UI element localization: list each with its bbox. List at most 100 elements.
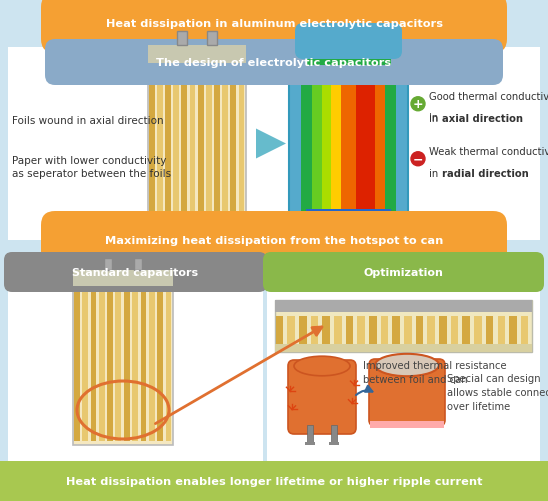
Bar (509, 316, 517, 348)
Bar (370, 421, 444, 428)
Bar (165, 275, 172, 441)
Bar (73, 271, 173, 445)
Bar (427, 316, 435, 348)
Bar (173, 50, 179, 221)
Bar (99, 275, 105, 441)
Bar (8, 48, 540, 240)
FancyBboxPatch shape (295, 24, 402, 60)
Bar (148, 46, 246, 225)
Bar (306, 44, 391, 66)
Text: in: in (429, 168, 441, 178)
Text: −: − (413, 153, 423, 166)
Bar (322, 316, 330, 348)
Text: Weak thermal conductivity: Weak thermal conductivity (429, 146, 548, 156)
Bar (381, 316, 389, 348)
Bar (74, 275, 79, 441)
Bar (0, 461, 548, 501)
Bar (275, 301, 532, 313)
Circle shape (411, 98, 425, 112)
Bar (148, 46, 246, 64)
Text: Standard capacitors: Standard capacitors (72, 268, 198, 278)
Bar (392, 316, 400, 348)
Bar (90, 275, 96, 441)
Bar (329, 442, 339, 445)
Text: Special can design
allows stable connection
over lifetime: Special can design allows stable connect… (447, 374, 548, 412)
Bar (134, 259, 142, 271)
Bar (73, 271, 173, 287)
Text: Foils wound in axial direction: Foils wound in axial direction (12, 116, 164, 126)
Ellipse shape (294, 357, 350, 376)
Text: Heat dissipation enables longer lifetime or higher ripple current: Heat dissipation enables longer lifetime… (66, 476, 482, 486)
Circle shape (411, 152, 425, 166)
Bar (178, 32, 187, 46)
Bar (165, 50, 171, 221)
Text: Good thermal conductivity: Good thermal conductivity (429, 92, 548, 102)
Text: Heat dissipation in aluminum electrolytic capacitors: Heat dissipation in aluminum electrolyti… (106, 19, 442, 29)
Text: The design of electrolytic capacitors: The design of electrolytic capacitors (156, 58, 392, 68)
Bar (305, 442, 315, 445)
Bar (498, 316, 505, 348)
Bar (416, 316, 424, 348)
FancyBboxPatch shape (289, 26, 408, 244)
Bar (107, 275, 113, 441)
Bar (132, 275, 138, 441)
Bar (222, 50, 228, 221)
Text: Maximizing heat dissipation from the hotspot to can: Maximizing heat dissipation from the hot… (105, 235, 443, 245)
Bar (190, 50, 196, 221)
Bar (312, 53, 322, 212)
Bar (214, 50, 220, 221)
Bar (463, 316, 470, 348)
Polygon shape (256, 129, 286, 159)
FancyBboxPatch shape (4, 253, 267, 293)
FancyBboxPatch shape (41, 0, 507, 54)
Ellipse shape (375, 354, 439, 376)
Bar (207, 32, 216, 46)
Bar (299, 316, 306, 348)
Text: in: in (429, 102, 441, 123)
FancyBboxPatch shape (263, 253, 544, 293)
Bar (369, 316, 376, 348)
Bar (116, 275, 121, 441)
Bar (275, 344, 532, 352)
Text: in: in (429, 114, 441, 124)
Bar (474, 316, 482, 348)
Bar (346, 316, 353, 348)
FancyBboxPatch shape (41, 211, 507, 270)
Bar (307, 425, 313, 443)
Bar (439, 316, 447, 348)
Text: radial direction: radial direction (442, 168, 529, 178)
Bar (311, 316, 318, 348)
Text: +: + (413, 98, 423, 111)
Bar (275, 301, 532, 352)
Bar (301, 53, 312, 212)
Bar (287, 316, 295, 348)
Bar (331, 425, 337, 443)
Bar (366, 53, 375, 212)
Bar (198, 50, 203, 221)
Bar (385, 53, 396, 212)
Text: Paper with lower conductivity
as seperator between the foils: Paper with lower conductivity as seperat… (12, 156, 171, 179)
Bar (104, 259, 112, 271)
Bar (404, 316, 412, 348)
Bar (157, 275, 163, 441)
Text: axial direction: axial direction (442, 114, 523, 124)
FancyBboxPatch shape (369, 359, 445, 426)
Bar (357, 316, 365, 348)
Bar (356, 53, 366, 212)
Bar (8, 261, 263, 463)
Text: Improved thermal resistance
between foil and can: Improved thermal resistance between foil… (363, 360, 506, 384)
Bar (149, 50, 155, 221)
Bar (451, 316, 459, 348)
Bar (149, 275, 155, 441)
Bar (521, 316, 528, 348)
Bar (276, 316, 283, 348)
Bar (341, 53, 356, 212)
Bar (140, 275, 146, 441)
Bar (231, 50, 236, 221)
Bar (486, 316, 493, 348)
FancyBboxPatch shape (45, 40, 503, 86)
Bar (157, 50, 163, 221)
Bar (124, 275, 130, 441)
Bar (332, 53, 341, 212)
Bar (322, 53, 332, 212)
